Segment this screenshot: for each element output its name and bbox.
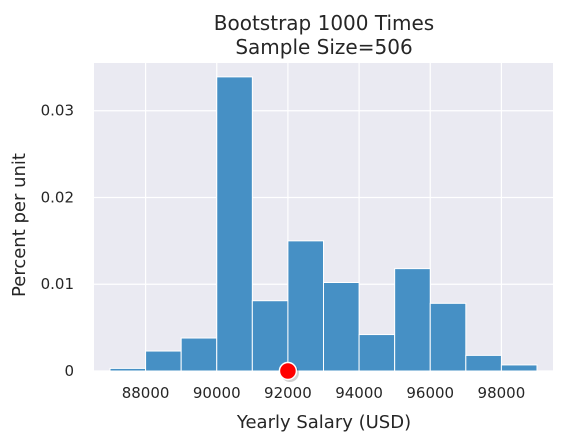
y-tick-label: 0 (64, 362, 74, 380)
histogram-bar (358, 334, 396, 372)
histogram-bar (394, 268, 431, 372)
x-tick-label: 92000 (264, 384, 312, 402)
x-tick-label: 98000 (478, 384, 526, 402)
histogram-bar (180, 337, 218, 372)
y-axis-label: Percent per unit (9, 153, 30, 297)
chart-title-line-1: Bootstrap 1000 Times (214, 11, 434, 35)
histogram-bar (287, 240, 325, 372)
histogram-bar (429, 302, 467, 372)
histogram-bar (216, 76, 253, 372)
histogram-bar (145, 350, 182, 372)
histogram-bar (323, 282, 360, 372)
x-tick-label: 94000 (335, 384, 383, 402)
y-tick-label: 0.02 (41, 188, 74, 206)
histogram-bar (500, 364, 538, 372)
statistic-marker (278, 361, 298, 381)
x-tick-label: 90000 (193, 384, 241, 402)
x-axis-label: Yearly Salary (USD) (236, 412, 411, 433)
x-tick-label: 88000 (122, 384, 170, 402)
y-tick-label: 0.01 (41, 275, 74, 293)
histogram-bar (465, 354, 502, 372)
x-tick-label: 96000 (406, 384, 454, 402)
histogram-bar (251, 300, 289, 372)
chart-title-line-2: Sample Size=506 (235, 35, 412, 59)
histogram-bar (109, 367, 147, 372)
y-tick-label: 0.03 (41, 102, 74, 120)
